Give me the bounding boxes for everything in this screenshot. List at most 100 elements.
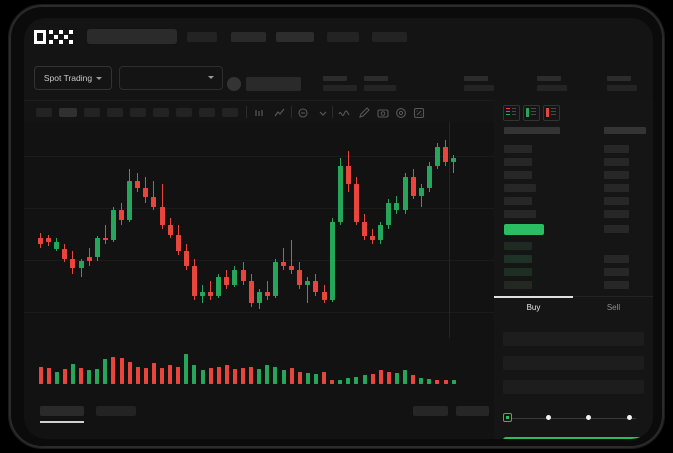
bottom-action-2[interactable]: [456, 406, 489, 416]
volume-bar: [354, 376, 359, 384]
timeframe-6[interactable]: [153, 108, 169, 117]
bid-row-amount: [604, 268, 629, 276]
search-input[interactable]: [87, 29, 177, 44]
tab-buy[interactable]: Buy: [526, 303, 541, 312]
toolbar-divider: [246, 106, 247, 118]
chevron-down-icon: [96, 76, 103, 80]
volume-bar: [451, 380, 456, 384]
ask-row-amount: [604, 197, 629, 205]
volume-bar: [281, 370, 286, 384]
volume-bar: [79, 367, 83, 384]
volume-bar: [411, 375, 416, 384]
step-1-active[interactable]: [503, 413, 512, 422]
candlestick-chart-icon[interactable]: [254, 106, 266, 118]
nav-item-1[interactable]: [187, 32, 217, 42]
order-steps: [503, 413, 644, 423]
ask-row-price[interactable]: [504, 158, 532, 166]
pencil-icon[interactable]: [358, 106, 370, 118]
okx-logo[interactable]: [34, 30, 74, 44]
volume-bar: [216, 366, 221, 384]
timeframe-3[interactable]: [84, 108, 100, 117]
order-field-1[interactable]: [503, 332, 644, 346]
timeframe-7[interactable]: [176, 108, 192, 117]
volume-bar: [208, 367, 213, 384]
timeframe-1[interactable]: [36, 108, 52, 117]
volume-bar: [265, 365, 270, 384]
volume-bar: [403, 370, 407, 384]
bottom-tab-1[interactable]: [40, 406, 84, 416]
line-chart-icon[interactable]: [274, 106, 286, 118]
coin-avatar: [227, 77, 241, 91]
bid-row-price[interactable]: [504, 255, 532, 263]
stat-block-5: [607, 76, 637, 91]
volume-bar: [200, 370, 205, 384]
trading-mode-label: Spot Trading: [43, 73, 93, 83]
ask-row-price[interactable]: [504, 197, 532, 205]
nav-item-4[interactable]: [327, 32, 359, 42]
bid-row-price[interactable]: [504, 281, 532, 289]
ask-row-amount: [604, 184, 629, 192]
gridline: [24, 156, 494, 157]
timeframe-2[interactable]: [59, 108, 77, 117]
volume-bar: [435, 380, 440, 384]
timeframe-5[interactable]: [130, 108, 146, 117]
bottom-action-1[interactable]: [413, 406, 448, 416]
ask-row-price[interactable]: [504, 171, 532, 179]
stat-value: [364, 85, 396, 91]
gridline: [24, 208, 494, 209]
app-header: [24, 18, 653, 56]
volume-bar: [249, 366, 254, 384]
indicator-icon[interactable]: [297, 106, 309, 118]
nav-item-5[interactable]: [372, 32, 407, 42]
ask-row-price[interactable]: [504, 145, 532, 153]
chevron-down-icon[interactable]: [317, 106, 329, 118]
ask-row-price[interactable]: [504, 210, 536, 218]
ask-row-amount: [604, 210, 629, 218]
volume-bar: [305, 372, 310, 384]
current-price-row: [504, 224, 544, 235]
fullscreen-icon[interactable]: [413, 106, 425, 119]
volume-bar: [394, 372, 399, 384]
volume-bar: [378, 370, 383, 384]
step-2[interactable]: [546, 415, 551, 420]
order-book-header-amount: [604, 127, 646, 134]
stat-label: [323, 76, 347, 81]
ask-row-price[interactable]: [504, 184, 536, 192]
toolbar-divider: [332, 106, 333, 118]
price-chart[interactable]: [24, 122, 494, 338]
volume-bar: [135, 366, 140, 384]
volume-bar: [103, 359, 108, 384]
nav-item-2[interactable]: [231, 32, 266, 42]
volume-chart[interactable]: [24, 338, 494, 398]
order-field-2[interactable]: [503, 356, 644, 370]
stat-block-1: [323, 76, 357, 91]
order-field-3[interactable]: [503, 380, 644, 394]
trading-mode-selector[interactable]: Spot Trading: [34, 66, 112, 90]
volume-bar: [313, 374, 318, 384]
volume-bar: [257, 369, 262, 384]
timeframe-9[interactable]: [222, 108, 238, 117]
tab-sell[interactable]: Sell: [606, 303, 621, 312]
stat-label: [364, 76, 388, 81]
nav-item-3[interactable]: [276, 32, 314, 42]
wave-chart-icon[interactable]: [338, 106, 350, 118]
order-book-view-bids-icon[interactable]: [523, 105, 540, 121]
timeframe-4[interactable]: [107, 108, 123, 117]
step-3[interactable]: [586, 415, 591, 420]
bottom-tab-2[interactable]: [96, 406, 136, 416]
order-form-tabs: Buy Sell: [494, 296, 653, 323]
volume-bar: [176, 366, 181, 384]
step-4[interactable]: [627, 415, 632, 420]
volume-bar: [38, 366, 43, 384]
trading-pair-selector[interactable]: [119, 66, 223, 90]
bid-row-price[interactable]: [504, 242, 532, 250]
submit-order-button[interactable]: [503, 437, 644, 439]
timeframe-8[interactable]: [199, 108, 215, 117]
volume-bar: [232, 369, 237, 384]
settings-icon[interactable]: [395, 106, 407, 118]
camera-icon[interactable]: [377, 106, 389, 118]
order-book-view-both-icon[interactable]: [503, 105, 520, 121]
order-book-view-asks-icon[interactable]: [543, 105, 560, 121]
bid-row-price[interactable]: [504, 268, 532, 276]
volume-bar: [151, 362, 156, 384]
